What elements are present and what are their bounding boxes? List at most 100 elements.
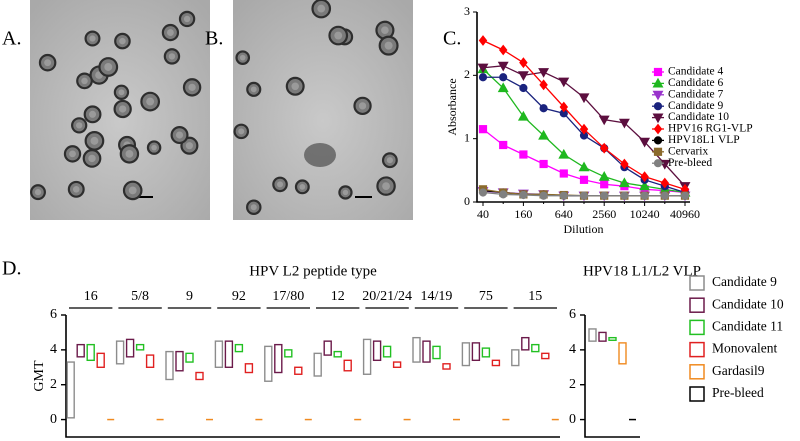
range-bar [618, 342, 627, 365]
particle-core [104, 63, 113, 71]
range-bar [135, 343, 145, 351]
marker [653, 67, 663, 77]
y-tick-label: 0 [50, 412, 57, 427]
x-tick-label: 10240 [630, 207, 660, 221]
particle-core [89, 110, 97, 118]
axis [584, 315, 640, 438]
range-bar [66, 361, 75, 419]
particle-core [386, 157, 393, 164]
marker [659, 159, 671, 170]
marker [653, 123, 663, 135]
marker [618, 177, 630, 188]
particle-core [44, 59, 52, 67]
legend-label: Candidate 7 [668, 88, 723, 100]
marker [579, 191, 589, 200]
range-bar [284, 349, 293, 358]
range-bar [313, 352, 322, 377]
particle-core [146, 97, 155, 106]
marker [639, 137, 651, 148]
particle-core [188, 83, 196, 92]
legend-label: Candidate 10 [668, 111, 729, 123]
legend-label: Candidate 9 [712, 274, 777, 289]
legend-label: Monovalent [712, 341, 777, 356]
particle-core [277, 181, 284, 188]
marker [519, 190, 528, 200]
particle-core [72, 185, 80, 193]
particle-core [118, 89, 125, 96]
range-bar [96, 352, 105, 368]
x-tick-label: 40 [477, 207, 489, 221]
x-axis-label: Dilution [563, 222, 603, 236]
marker [680, 191, 690, 200]
particle-core [358, 102, 367, 110]
marker [539, 104, 548, 113]
chart-title: HPV18 L1/L2 VLP [583, 263, 701, 279]
y-tick-label: 0 [569, 412, 576, 427]
y-tick-label: 4 [50, 342, 57, 357]
particle-core [168, 53, 176, 60]
particle-core [151, 144, 157, 151]
range-bar [244, 363, 254, 374]
range-bar [294, 366, 303, 375]
x-tick-label: 2560 [592, 207, 616, 221]
particle-core [175, 131, 184, 139]
range-bar [115, 340, 125, 365]
marker [653, 102, 663, 111]
particle-core [250, 204, 257, 211]
marker [599, 142, 609, 154]
category-label: 75 [479, 289, 493, 304]
particle-core [239, 54, 246, 61]
category-label: 9 [186, 289, 193, 304]
particle-core [382, 182, 390, 191]
marker [579, 175, 589, 184]
x-tick-label: 640 [555, 207, 573, 221]
y-axis-label: GMT [32, 360, 47, 392]
marker [519, 150, 528, 159]
range-bar [264, 345, 273, 382]
y-tick-label: 0 [464, 194, 470, 208]
category-label: 16 [84, 289, 98, 304]
range-bar [214, 340, 224, 368]
range-bar [541, 352, 550, 360]
x-tick-label: 40960 [670, 207, 700, 221]
marker [498, 44, 508, 56]
marker [559, 191, 568, 200]
marker [579, 123, 589, 135]
particle-core [334, 31, 343, 40]
marker [519, 83, 528, 93]
range-bar [481, 347, 491, 358]
marker [517, 71, 529, 81]
marker [620, 191, 629, 200]
legend-label: HPV18L1 VLP [668, 134, 740, 146]
range-bar [598, 331, 607, 342]
legend-label: Candidate 11 [712, 318, 783, 333]
category-label: 20/21/24 [362, 289, 412, 304]
marker [538, 68, 550, 78]
particle-core [384, 41, 393, 50]
marker [640, 191, 649, 200]
micrographs [30, 0, 413, 220]
marker [539, 79, 548, 91]
marker [517, 110, 529, 121]
range-bar [392, 361, 402, 368]
particle-core [342, 189, 349, 196]
legend-label: Candidate 6 [668, 77, 723, 89]
particle-core [119, 37, 126, 45]
marker [653, 136, 663, 145]
range-bar [531, 343, 540, 353]
range-bar [442, 363, 451, 370]
y-tick-label: 3 [464, 4, 470, 18]
range-bar [588, 328, 597, 342]
marker [478, 125, 488, 134]
range-bar [125, 338, 135, 358]
particle-core [90, 136, 99, 145]
y-axis-label: Absorbance [445, 78, 459, 135]
range-bar [76, 343, 85, 358]
marker [499, 140, 508, 150]
category-label: 92 [232, 289, 246, 304]
legend-box [689, 275, 705, 291]
marker [620, 158, 629, 170]
range-bar [86, 343, 95, 362]
range-bar [165, 350, 174, 381]
